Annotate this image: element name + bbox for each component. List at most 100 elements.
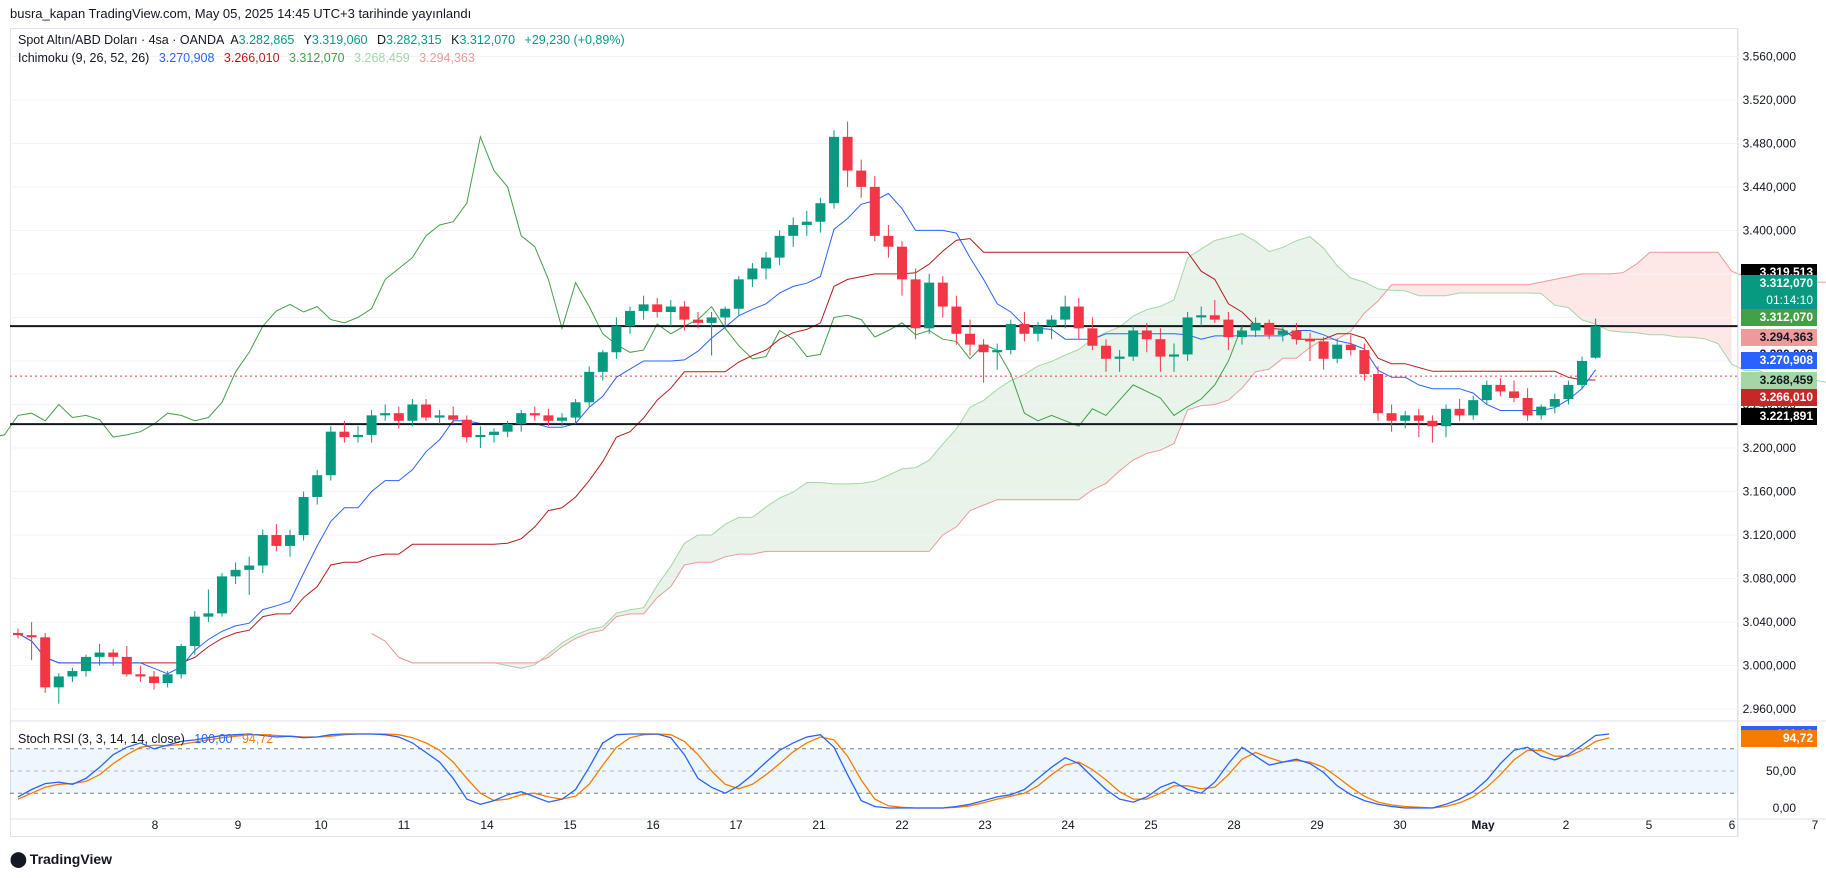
candle-body[interactable] xyxy=(393,413,404,421)
candle-body[interactable] xyxy=(407,404,418,421)
candle-body[interactable] xyxy=(312,475,323,497)
candle-body[interactable] xyxy=(1033,326,1043,334)
candle-body[interactable] xyxy=(924,282,935,329)
candle-body[interactable] xyxy=(108,652,119,657)
candle-body[interactable] xyxy=(747,268,758,280)
candle-body[interactable] xyxy=(693,319,703,323)
candle-body[interactable] xyxy=(1128,330,1139,357)
candle-body[interactable] xyxy=(761,257,771,269)
candle-body[interactable] xyxy=(897,246,907,280)
candle-body[interactable] xyxy=(285,535,295,546)
ichimoku-name[interactable]: Ichimoku (9, 26, 52, 26) xyxy=(18,51,150,65)
candle-body[interactable] xyxy=(788,224,799,236)
candle-body[interactable] xyxy=(380,413,391,416)
candle-body[interactable] xyxy=(1101,345,1111,359)
candle-body[interactable] xyxy=(1509,391,1519,398)
candle-body[interactable] xyxy=(257,535,268,566)
candle-body[interactable] xyxy=(557,417,567,421)
candle-body[interactable] xyxy=(298,496,309,536)
candle-body[interactable] xyxy=(1046,319,1057,327)
candle-body[interactable] xyxy=(869,186,880,236)
candle-body[interactable] xyxy=(1386,413,1397,421)
candle-body[interactable] xyxy=(1305,339,1315,342)
candle-body[interactable] xyxy=(339,431,350,438)
candle-body[interactable] xyxy=(774,235,785,258)
candle-body[interactable] xyxy=(475,434,486,438)
stoch-name[interactable]: Stoch RSI (3, 3, 14, 14, close) xyxy=(18,732,185,746)
candle-body[interactable] xyxy=(149,676,159,684)
candle-body[interactable] xyxy=(1441,408,1451,427)
candle-body[interactable] xyxy=(1264,322,1275,335)
candle-body[interactable] xyxy=(720,308,731,318)
candle-body[interactable] xyxy=(543,415,554,421)
candle-body[interactable] xyxy=(325,431,336,476)
candle-body[interactable] xyxy=(801,221,812,225)
candle-body[interactable] xyxy=(883,235,894,247)
candle-body[interactable] xyxy=(1454,408,1465,416)
candle-body[interactable] xyxy=(135,674,146,677)
candle-body[interactable] xyxy=(815,203,826,222)
candle-body[interactable] xyxy=(1196,315,1207,318)
candle-body[interactable] xyxy=(40,637,51,688)
candle-body[interactable] xyxy=(733,279,744,309)
candle-body[interactable] xyxy=(121,656,132,675)
candle-body[interactable] xyxy=(937,282,948,307)
candle-body[interactable] xyxy=(67,671,78,677)
candle-body[interactable] xyxy=(1005,323,1016,351)
candle-body[interactable] xyxy=(829,136,839,204)
candle-body[interactable] xyxy=(448,415,459,420)
candle-body[interactable] xyxy=(1155,339,1166,357)
candle-body[interactable] xyxy=(1481,384,1492,401)
candle-body[interactable] xyxy=(162,674,173,684)
candle-body[interactable] xyxy=(706,317,717,323)
candle-body[interactable] xyxy=(1373,374,1383,414)
candle-body[interactable] xyxy=(638,304,649,311)
candle-body[interactable] xyxy=(625,310,635,327)
candle-body[interactable] xyxy=(53,676,64,688)
candle-body[interactable] xyxy=(597,352,608,372)
candle-body[interactable] xyxy=(992,350,1003,353)
candle-body[interactable] xyxy=(965,333,975,345)
candle-body[interactable] xyxy=(1250,322,1261,331)
candle-body[interactable] xyxy=(1237,330,1247,338)
candle-body[interactable] xyxy=(1223,319,1234,338)
candle-body[interactable] xyxy=(978,344,989,353)
candle-body[interactable] xyxy=(353,434,363,438)
candle-body[interactable] xyxy=(1291,330,1302,340)
candle-body[interactable] xyxy=(856,170,867,187)
candle-body[interactable] xyxy=(434,415,445,418)
candle-body[interactable] xyxy=(1577,360,1587,385)
candle-body[interactable] xyxy=(366,415,377,435)
candle-body[interactable] xyxy=(951,306,962,334)
candle-body[interactable] xyxy=(217,576,227,614)
candle-body[interactable] xyxy=(1468,400,1479,416)
candle-body[interactable] xyxy=(1060,306,1071,320)
candle-body[interactable] xyxy=(1087,328,1098,346)
candle-body[interactable] xyxy=(842,136,853,171)
candle-body[interactable] xyxy=(1495,384,1506,392)
candle-body[interactable] xyxy=(489,431,499,435)
candle-body[interactable] xyxy=(176,646,187,675)
candle-body[interactable] xyxy=(1019,323,1030,334)
candle-body[interactable] xyxy=(203,613,214,617)
candle-body[interactable] xyxy=(1345,344,1356,351)
candle-body[interactable] xyxy=(502,424,513,432)
candle-body[interactable] xyxy=(1427,420,1438,427)
candle-body[interactable] xyxy=(13,632,23,636)
candle-body[interactable] xyxy=(1563,384,1574,400)
candle-body[interactable] xyxy=(1182,317,1193,355)
candle-body[interactable] xyxy=(570,402,581,418)
candle-body[interactable] xyxy=(1549,399,1560,407)
candle-body[interactable] xyxy=(461,419,472,438)
candle-body[interactable] xyxy=(1400,415,1411,421)
candle-body[interactable] xyxy=(665,306,676,312)
candle-body[interactable] xyxy=(1590,326,1601,358)
candle-body[interactable] xyxy=(516,413,527,425)
candle-body[interactable] xyxy=(1522,397,1533,416)
symbol-name[interactable]: Spot Altın/ABD Doları · 4sa · OANDA xyxy=(18,33,225,47)
footer-brand[interactable]: ⬤ TradingView xyxy=(10,850,112,868)
candle-body[interactable] xyxy=(584,371,595,403)
candle-body[interactable] xyxy=(1318,341,1329,359)
candle-body[interactable] xyxy=(679,306,690,320)
